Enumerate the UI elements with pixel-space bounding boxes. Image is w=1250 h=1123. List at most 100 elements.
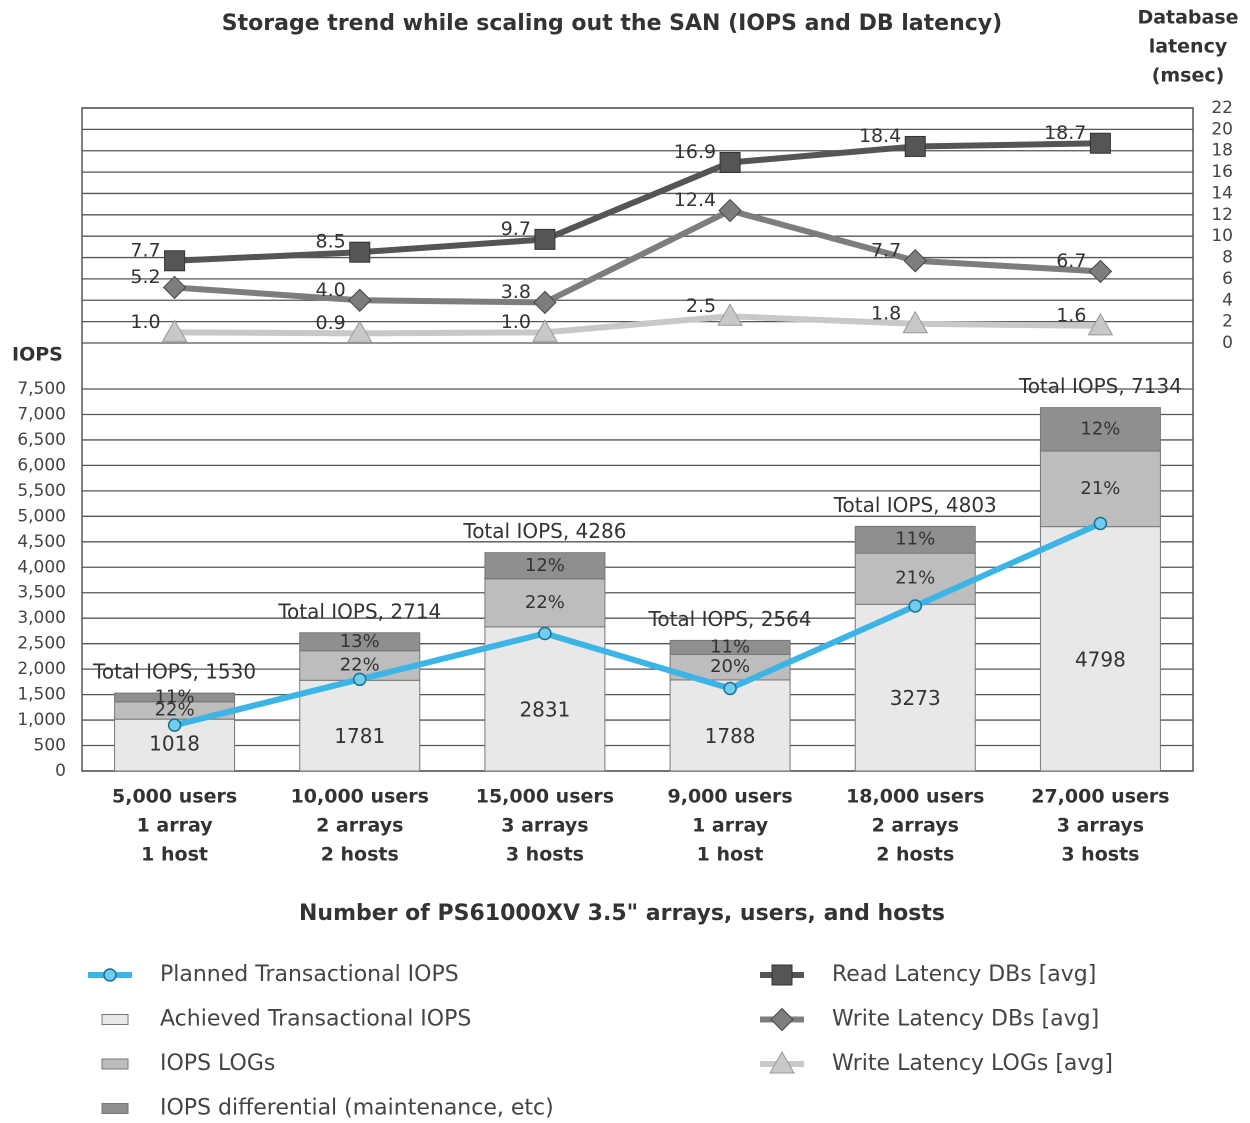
share-label: 21% bbox=[1080, 478, 1120, 499]
x-tick-label: 1 array bbox=[137, 815, 214, 837]
y-tick-label: 500 bbox=[34, 736, 66, 756]
y2-tick-label: 22 bbox=[1211, 98, 1233, 118]
y2-tick-label: 4 bbox=[1222, 290, 1233, 310]
y2-tick-label: 0 bbox=[1222, 333, 1233, 353]
y2-tick-label: 2 bbox=[1222, 312, 1233, 332]
x-tick-label: 1 array bbox=[692, 815, 769, 837]
x-tick-label: 2 arrays bbox=[316, 815, 403, 837]
total-label: Total IOPS, 4286 bbox=[462, 519, 626, 543]
value-label: 7.7 bbox=[130, 239, 160, 261]
x-tick-label: 2 hosts bbox=[321, 844, 399, 866]
point bbox=[103, 968, 117, 982]
y-tick-label: 2,500 bbox=[17, 634, 66, 654]
value-label: 1781 bbox=[334, 724, 385, 748]
y2-tick-label: 16 bbox=[1211, 162, 1233, 182]
legend-label: Write Latency LOGs [avg] bbox=[832, 1051, 1113, 1076]
legend-label: IOPS LOGs bbox=[160, 1051, 275, 1076]
total-label: Total IOPS, 2564 bbox=[648, 607, 812, 631]
share-label: 22% bbox=[155, 699, 195, 720]
y-tick-label: 3,500 bbox=[17, 583, 66, 603]
line bbox=[173, 520, 1102, 729]
value-label: 2.5 bbox=[686, 295, 716, 317]
point bbox=[534, 228, 556, 250]
y2-tick-label: 14 bbox=[1211, 183, 1233, 203]
total-label: Total IOPS, 7134 bbox=[1018, 374, 1182, 398]
value-label: 4798 bbox=[1075, 647, 1126, 671]
point bbox=[353, 672, 367, 687]
x-tick-label: 1 host bbox=[141, 844, 208, 866]
bar-segment bbox=[1039, 450, 1161, 528]
bar-segment bbox=[484, 552, 606, 580]
value-label: 5.2 bbox=[130, 266, 160, 288]
total-label: Total IOPS, 2714 bbox=[277, 599, 441, 623]
legend-label: Write Latency DBs [avg] bbox=[832, 1007, 1099, 1032]
share-label: 11% bbox=[155, 686, 195, 707]
bar-segment bbox=[854, 525, 976, 554]
point bbox=[723, 681, 737, 696]
line bbox=[174, 140, 1101, 264]
y-tick-label: 7,500 bbox=[17, 379, 66, 399]
value-label: 18.4 bbox=[859, 125, 901, 147]
point bbox=[770, 1007, 794, 1032]
y-tick-label: 2,000 bbox=[17, 659, 66, 679]
y-tick-label: 6,000 bbox=[17, 455, 66, 475]
total-label: Total IOPS, 4803 bbox=[833, 493, 997, 517]
x-axis-title: Number of PS61000XV 3.5" arrays, users, … bbox=[299, 901, 945, 926]
point bbox=[904, 135, 926, 157]
value-label: 3273 bbox=[890, 686, 941, 710]
y-tick-label: 0 bbox=[55, 761, 66, 781]
point bbox=[167, 718, 182, 732]
x-tick-label: 3 arrays bbox=[1057, 815, 1144, 837]
bar-segment bbox=[484, 626, 606, 772]
y-tick-label: 1,000 bbox=[17, 710, 66, 730]
value-label: 12.4 bbox=[674, 189, 716, 211]
value-label: 8.5 bbox=[316, 231, 346, 253]
x-tick-label: 5,000 users bbox=[112, 786, 237, 808]
bar-segment bbox=[299, 679, 421, 772]
share-label: 11% bbox=[710, 636, 750, 657]
point bbox=[1087, 312, 1114, 336]
value-label: 1018 bbox=[149, 732, 200, 756]
point bbox=[719, 151, 741, 173]
chart-title: Storage trend while scaling out the SAN … bbox=[222, 11, 1002, 36]
value-label: 1.6 bbox=[1056, 304, 1086, 326]
y-tick-label: 6,500 bbox=[17, 430, 66, 450]
point bbox=[1088, 259, 1113, 284]
point bbox=[538, 626, 552, 641]
value-label: 1788 bbox=[705, 724, 756, 748]
share-label: 12% bbox=[525, 555, 565, 576]
point bbox=[717, 303, 743, 326]
y2-tick-label: 20 bbox=[1211, 119, 1233, 139]
point bbox=[769, 1050, 795, 1074]
share-label: 21% bbox=[895, 568, 935, 589]
y2-axis-title: Database bbox=[1137, 7, 1238, 29]
point bbox=[349, 241, 371, 263]
line bbox=[174, 313, 1101, 337]
x-tick-label: 3 hosts bbox=[1061, 844, 1139, 866]
share-label: 13% bbox=[340, 631, 380, 652]
legend-label: Planned Transactional IOPS bbox=[160, 962, 459, 987]
point bbox=[346, 320, 373, 343]
y2-tick-label: 10 bbox=[1211, 226, 1233, 246]
y-tick-label: 5,000 bbox=[17, 506, 66, 526]
value-label: 1.0 bbox=[130, 311, 160, 333]
value-label: 1.8 bbox=[871, 302, 901, 324]
x-tick-label: 2 arrays bbox=[872, 815, 959, 837]
y-tick-label: 4,500 bbox=[17, 532, 66, 552]
line bbox=[174, 207, 1101, 306]
y-tick-label: 7,000 bbox=[17, 404, 66, 424]
share-label: 11% bbox=[895, 529, 935, 550]
value-label: 9.7 bbox=[501, 218, 531, 240]
x-tick-label: 3 arrays bbox=[501, 815, 588, 837]
legend-swatch bbox=[101, 1058, 129, 1070]
y2-tick-label: 6 bbox=[1222, 269, 1233, 289]
y-tick-label: 5,500 bbox=[17, 481, 66, 501]
y2-tick-label: 18 bbox=[1211, 141, 1233, 161]
y2-axis-title: (msec) bbox=[1152, 65, 1225, 87]
legend-label: Achieved Transactional IOPS bbox=[160, 1007, 471, 1032]
point bbox=[162, 275, 187, 300]
y2-axis-title: latency bbox=[1149, 36, 1228, 58]
bar-segment bbox=[299, 632, 421, 652]
x-tick-label: 2 hosts bbox=[876, 844, 954, 866]
